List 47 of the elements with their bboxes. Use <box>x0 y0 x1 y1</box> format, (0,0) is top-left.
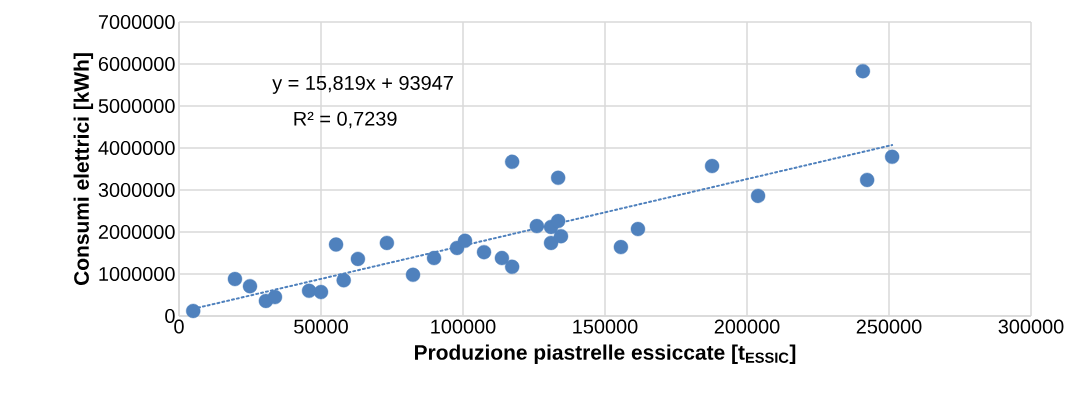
point <box>550 213 566 229</box>
point <box>457 233 473 249</box>
y-tick-label: 1000000 <box>99 266 175 282</box>
y-tick-label: 6000000 <box>98 56 175 72</box>
y-tick-label: 2000000 <box>98 224 175 240</box>
point <box>704 158 720 174</box>
point <box>504 154 520 170</box>
point <box>476 244 492 260</box>
x-axis-title: Produzione piastrelle essiccate [t$_{ESSIC}$] <box>415 344 796 364</box>
point <box>630 221 646 237</box>
annotation: y = 15,819x + 93947 <box>272 75 453 94</box>
point <box>336 273 351 288</box>
point <box>613 239 629 255</box>
point <box>750 188 766 204</box>
point <box>186 303 201 319</box>
point <box>350 251 366 267</box>
point <box>379 235 395 251</box>
y-tick-label: 0 <box>165 308 175 324</box>
point <box>529 218 545 234</box>
point <box>884 149 900 165</box>
y-tick-label: 4000000 <box>98 140 175 156</box>
point <box>494 250 510 266</box>
point <box>426 250 442 266</box>
point <box>301 283 317 298</box>
x-tick-label: 150000 <box>573 319 638 334</box>
point <box>859 172 875 188</box>
y-tick-label: 7000000 <box>98 14 175 30</box>
point <box>553 229 569 244</box>
point <box>855 63 871 79</box>
x-tick-label: 300000 <box>998 319 1064 334</box>
point <box>405 267 421 283</box>
point <box>242 278 258 294</box>
y-axis-title: Consumi elettrici [kWh] <box>73 53 94 285</box>
y-tick-label: 3000000 <box>98 182 175 198</box>
x-tick-label: 250000 <box>856 319 922 334</box>
annotation: R² = 0,7239 <box>294 111 397 129</box>
point <box>328 237 344 252</box>
point <box>504 259 520 275</box>
x-tick-label: 100000 <box>431 319 496 334</box>
point <box>267 289 283 305</box>
point <box>313 284 329 300</box>
x-tick-label: 200000 <box>714 319 780 334</box>
point <box>543 235 559 251</box>
point <box>550 170 566 186</box>
y-tick-label: 5000000 <box>98 98 175 114</box>
x-tick-label: 50000 <box>294 319 348 334</box>
point <box>227 271 243 287</box>
